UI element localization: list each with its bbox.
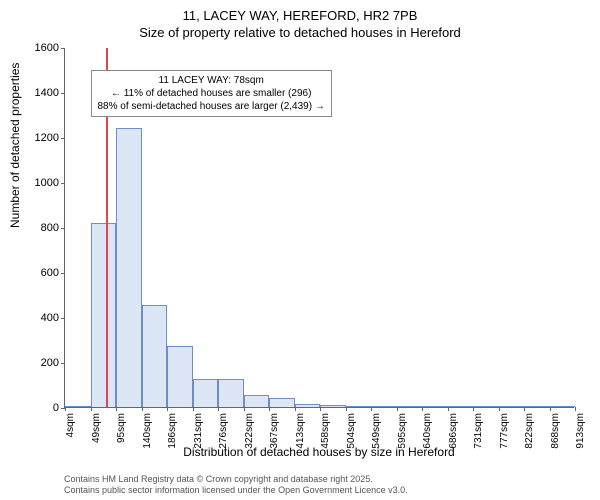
histogram-bar bbox=[550, 406, 576, 407]
x-tick-mark bbox=[499, 407, 500, 411]
footer-attribution: Contains HM Land Registry data © Crown c… bbox=[64, 474, 408, 496]
plot-area: 020040060080010001200140016004sqm49sqm95… bbox=[64, 48, 574, 408]
histogram-bar bbox=[116, 128, 142, 407]
histogram-bar bbox=[244, 395, 270, 407]
x-tick-label: 777sqm bbox=[499, 413, 510, 449]
x-tick-mark bbox=[346, 407, 347, 411]
x-tick-label: 458sqm bbox=[320, 413, 331, 449]
x-tick-mark bbox=[448, 407, 449, 411]
histogram-bar bbox=[346, 406, 372, 407]
x-tick-label: 686sqm bbox=[448, 413, 459, 449]
x-tick-mark bbox=[422, 407, 423, 411]
x-tick-label: 640sqm bbox=[422, 413, 433, 449]
x-tick-mark bbox=[397, 407, 398, 411]
histogram-bar bbox=[320, 405, 346, 407]
histogram-bar bbox=[448, 406, 474, 407]
y-tick-mark bbox=[61, 363, 65, 364]
y-tick-mark bbox=[61, 138, 65, 139]
histogram-bar bbox=[91, 223, 117, 408]
x-tick-label: 231sqm bbox=[193, 413, 204, 449]
y-axis-label: Number of detached properties bbox=[8, 63, 22, 228]
x-tick-mark bbox=[142, 407, 143, 411]
x-tick-mark bbox=[550, 407, 551, 411]
x-tick-mark bbox=[473, 407, 474, 411]
histogram-bar bbox=[193, 379, 219, 407]
histogram-bar bbox=[422, 406, 448, 407]
x-tick-mark bbox=[193, 407, 194, 411]
x-tick-mark bbox=[575, 407, 576, 411]
y-tick-mark bbox=[61, 273, 65, 274]
x-tick-mark bbox=[167, 407, 168, 411]
x-tick-label: 140sqm bbox=[142, 413, 153, 449]
x-tick-label: 913sqm bbox=[575, 413, 586, 449]
x-tick-label: 731sqm bbox=[473, 413, 484, 449]
x-tick-label: 504sqm bbox=[346, 413, 357, 449]
info-box-line-3: 88% of semi-detached houses are larger (… bbox=[98, 100, 325, 113]
x-tick-label: 95sqm bbox=[116, 413, 127, 443]
y-tick-mark bbox=[61, 228, 65, 229]
x-tick-mark bbox=[116, 407, 117, 411]
x-tick-label: 49sqm bbox=[91, 413, 102, 443]
x-tick-label: 822sqm bbox=[524, 413, 535, 449]
x-tick-mark bbox=[371, 407, 372, 411]
x-tick-mark bbox=[91, 407, 92, 411]
x-tick-mark bbox=[320, 407, 321, 411]
info-box-line-2: ← 11% of detached houses are smaller (29… bbox=[98, 87, 325, 100]
x-tick-mark bbox=[218, 407, 219, 411]
x-tick-label: 276sqm bbox=[218, 413, 229, 449]
x-tick-label: 868sqm bbox=[550, 413, 561, 449]
footer-line-1: Contains HM Land Registry data © Crown c… bbox=[64, 474, 408, 485]
x-tick-label: 4sqm bbox=[65, 413, 76, 437]
y-tick-mark bbox=[61, 48, 65, 49]
info-box-line-1: 11 LACEY WAY: 78sqm bbox=[98, 74, 325, 87]
histogram-bar bbox=[218, 379, 244, 407]
x-tick-mark bbox=[269, 407, 270, 411]
chart-container: 11, LACEY WAY, HEREFORD, HR2 7PB Size of… bbox=[0, 0, 600, 500]
x-axis-label: Distribution of detached houses by size … bbox=[64, 445, 574, 459]
histogram-bar bbox=[524, 406, 550, 407]
chart-title-sub: Size of property relative to detached ho… bbox=[0, 23, 600, 40]
info-box: 11 LACEY WAY: 78sqm← 11% of detached hou… bbox=[91, 70, 332, 117]
histogram-bar bbox=[295, 404, 321, 407]
x-tick-label: 322sqm bbox=[244, 413, 255, 449]
histogram-bar bbox=[499, 406, 525, 407]
histogram-bar bbox=[167, 346, 193, 407]
histogram-bar bbox=[397, 406, 423, 407]
x-tick-mark bbox=[65, 407, 66, 411]
x-tick-label: 413sqm bbox=[295, 413, 306, 449]
x-tick-mark bbox=[295, 407, 296, 411]
histogram-bar bbox=[269, 398, 295, 407]
x-tick-mark bbox=[524, 407, 525, 411]
histogram-bar bbox=[142, 305, 168, 407]
x-tick-label: 186sqm bbox=[167, 413, 178, 449]
y-tick-mark bbox=[61, 318, 65, 319]
footer-line-2: Contains public sector information licen… bbox=[64, 485, 408, 496]
x-tick-label: 595sqm bbox=[397, 413, 408, 449]
y-tick-mark bbox=[61, 93, 65, 94]
x-tick-label: 549sqm bbox=[371, 413, 382, 449]
histogram-bar bbox=[473, 406, 499, 407]
x-tick-label: 367sqm bbox=[269, 413, 280, 449]
histogram-bar bbox=[65, 406, 91, 407]
chart-title-main: 11, LACEY WAY, HEREFORD, HR2 7PB bbox=[0, 0, 600, 23]
x-tick-mark bbox=[244, 407, 245, 411]
y-tick-mark bbox=[61, 183, 65, 184]
histogram-bar bbox=[371, 406, 397, 407]
